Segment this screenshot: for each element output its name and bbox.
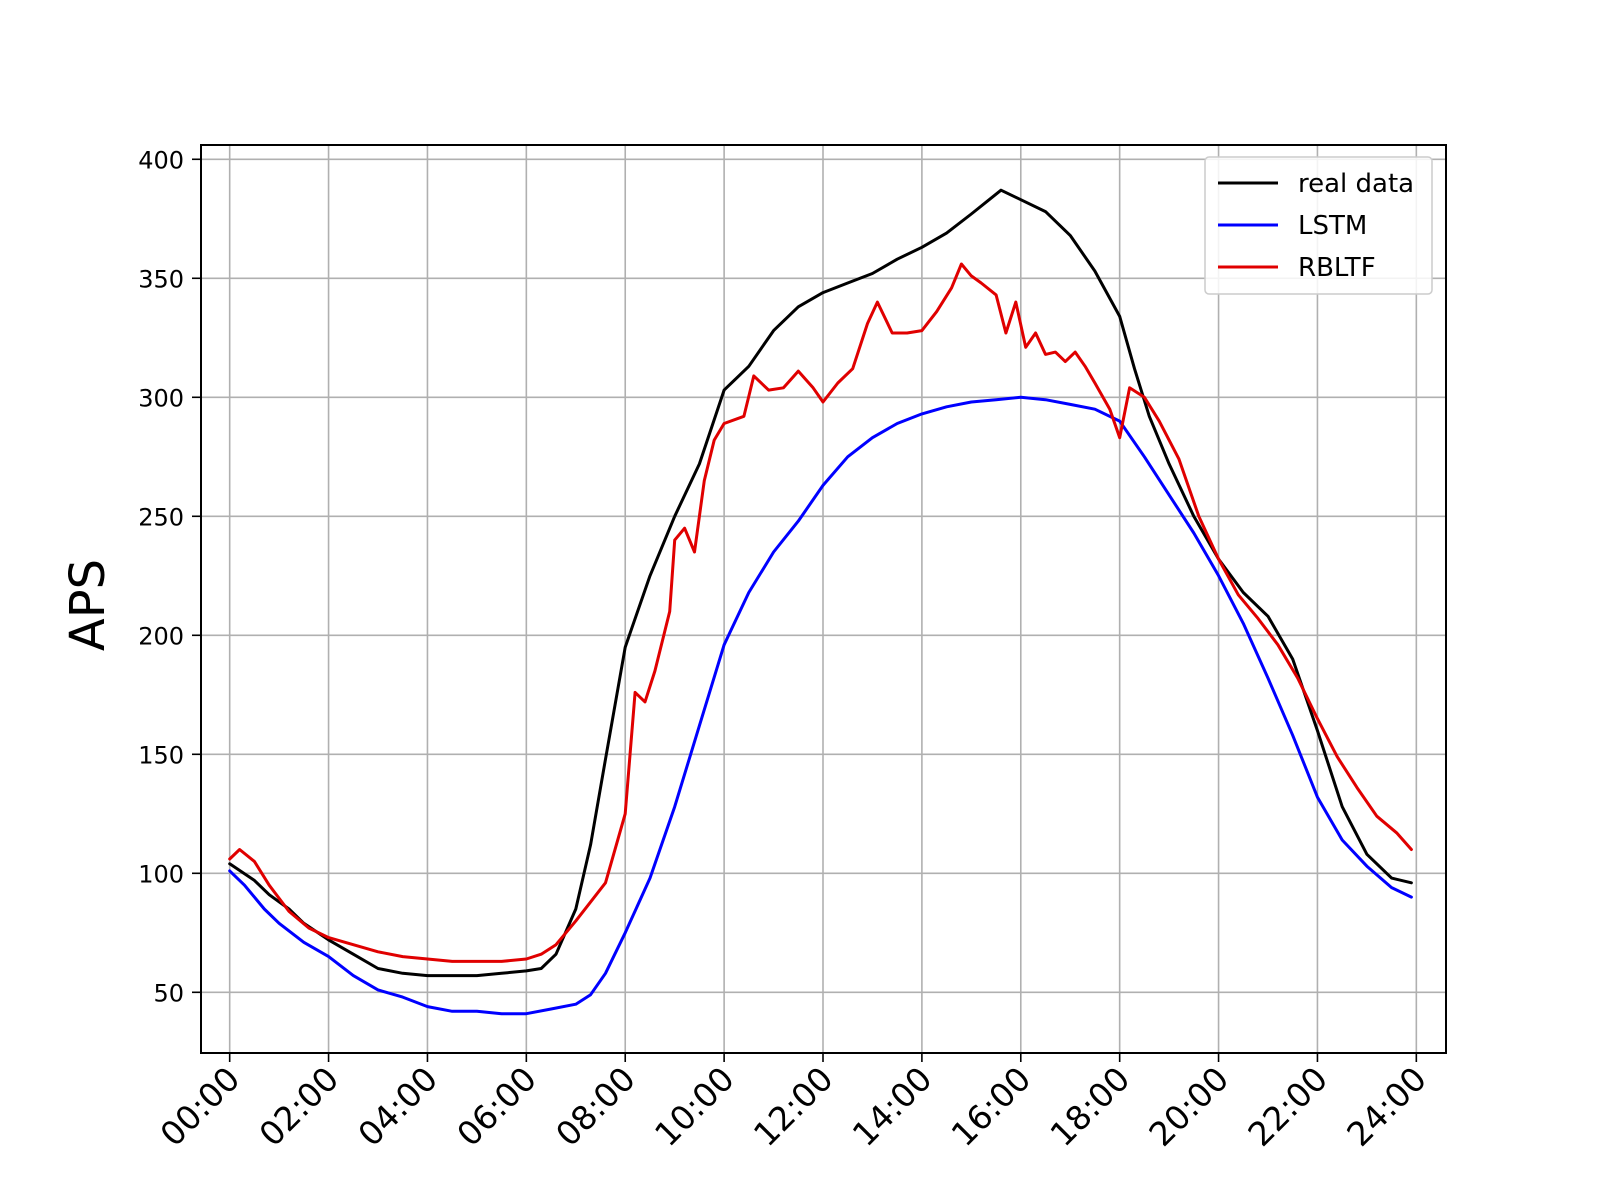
series-lines [228, 188, 1413, 1016]
x-tick-label: 02:00 [251, 1059, 346, 1154]
y-tick-label: 400 [138, 146, 184, 174]
x-tick-label: 22:00 [1240, 1059, 1335, 1154]
y-tick-label: 250 [138, 503, 184, 531]
y-axis-label: APS [60, 559, 116, 651]
legend: real data LSTM RBLTF [1204, 156, 1433, 295]
x-tick-label: 14:00 [845, 1059, 940, 1154]
legend-label: RBLTF [1298, 253, 1376, 283]
x-tick-label: 08:00 [548, 1059, 643, 1154]
x-tick-label: 12:00 [746, 1059, 841, 1154]
axes: 00:00 02:00 04:00 06:00 08:00 10:00 12:00 14:00… [138, 146, 1434, 1154]
y-tick-label: 300 [138, 384, 184, 412]
legend-box [1204, 156, 1433, 295]
x-tick-label: 24:00 [1339, 1059, 1434, 1154]
series-line-real-data [228, 188, 1413, 978]
grid [201, 145, 1446, 1053]
x-tick-label: 10:00 [647, 1059, 742, 1154]
legend-label: real data [1298, 169, 1414, 199]
y-tick-label: 100 [138, 860, 184, 888]
series-line-rbltf [228, 262, 1413, 963]
y-tick-label: 50 [153, 979, 184, 1007]
y-tick-label: 350 [138, 265, 184, 293]
legend-label: LSTM [1298, 211, 1367, 241]
series-line-lstm [228, 395, 1413, 1016]
x-tick-label: 04:00 [350, 1059, 445, 1154]
x-tick-label: 00:00 [153, 1059, 248, 1154]
x-tick-label: 16:00 [944, 1059, 1039, 1154]
x-tick-label: 18:00 [1042, 1059, 1137, 1154]
x-tick-label: 06:00 [449, 1059, 544, 1154]
y-tick-label: 150 [138, 741, 184, 769]
y-tick-label: 200 [138, 622, 184, 650]
x-tick-label: 20:00 [1141, 1059, 1236, 1154]
